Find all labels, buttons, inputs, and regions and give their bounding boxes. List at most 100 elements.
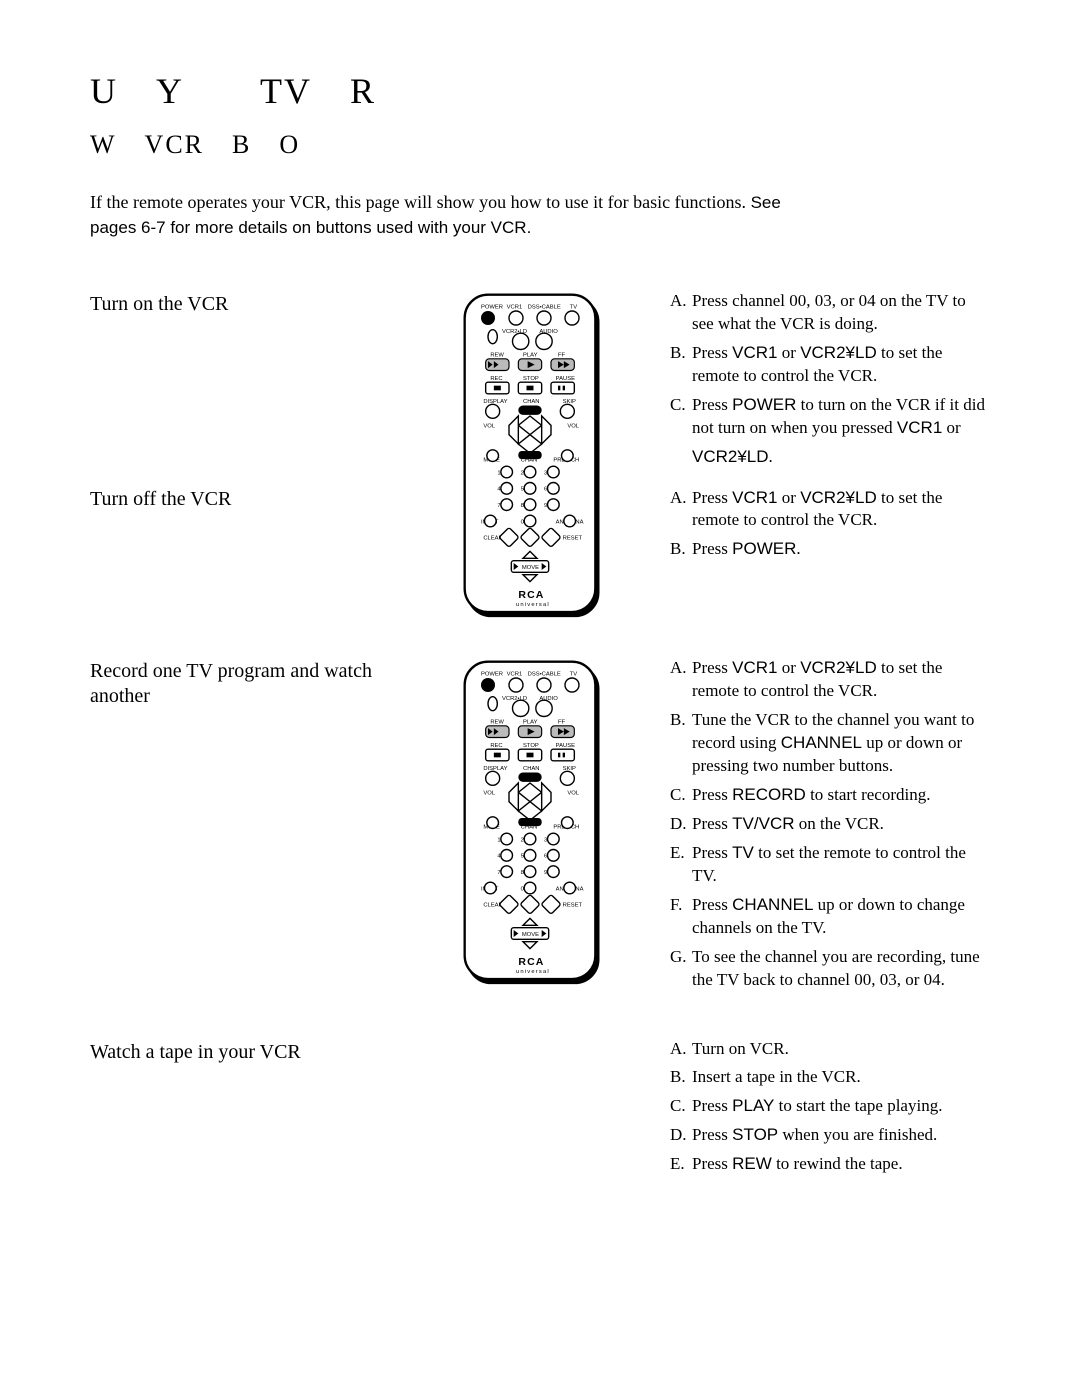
svg-text:RCA: RCA (518, 957, 544, 968)
svg-text:9: 9 (544, 503, 547, 509)
step: C.Press POWER to turn on the VCR if it d… (670, 394, 990, 440)
remote-illustration-1: POWER VCR1 DSS•CABLE TV VCR2•LD AUDIO RE… (410, 290, 650, 617)
svg-text:TV: TV (570, 305, 578, 311)
svg-text:RCA: RCA (518, 590, 544, 601)
step-text: Insert a tape in the VCR. (692, 1066, 990, 1089)
step: VCR2¥LD. (670, 446, 990, 469)
svg-text:VOL: VOL (483, 424, 495, 430)
step-letter: C. (670, 784, 692, 807)
svg-text:REC: REC (490, 743, 502, 749)
svg-text:CHAN: CHAN (523, 767, 540, 773)
svg-text:5: 5 (521, 854, 524, 860)
steps-turn-off: A.Press VCR1 or VCR2¥LD to set the remot… (670, 487, 990, 568)
step: F.Press CHANNEL up or down to change cha… (670, 894, 990, 940)
keyword: POWER (732, 395, 796, 414)
step-text: Press VCR1 or VCR2¥LD to set the remote … (692, 342, 990, 388)
step: E.Press TV to set the remote to control … (670, 842, 990, 888)
svg-text:FF: FF (558, 352, 566, 358)
remote-illustration-2: POWER VCR1 DSS•CABLE TV VCR2•LDAUDIO REW… (410, 657, 650, 984)
remote-svg-2: POWER VCR1 DSS•CABLE TV VCR2•LDAUDIO REW… (460, 657, 600, 984)
svg-text:9: 9 (544, 870, 547, 876)
keyword: VCR2¥LD (800, 488, 877, 507)
step-letter: A. (670, 487, 692, 533)
step-text: Press VCR1 or VCR2¥LD to set the remote … (692, 487, 990, 533)
svg-text:STOP: STOP (523, 376, 539, 382)
page-title: U Y TV R (90, 70, 990, 112)
step-text: Press PLAY to start the tape playing. (692, 1095, 990, 1118)
keyword: RECORD (732, 785, 806, 804)
svg-text:REC: REC (490, 376, 502, 382)
svg-text:1: 1 (497, 838, 500, 844)
keyword: POWER (732, 539, 796, 558)
step: A.Press VCR1 or VCR2¥LD to set the remot… (670, 487, 990, 533)
step-text: Turn on VCR. (692, 1038, 990, 1061)
svg-text:RESET: RESET (563, 903, 583, 909)
svg-text:VOL: VOL (483, 791, 495, 797)
step-letter: B. (670, 538, 692, 561)
step-letter: D. (670, 813, 692, 836)
step-text: Press RECORD to start recording. (692, 784, 990, 807)
step-text: VCR2¥LD. (692, 446, 990, 469)
svg-text:CHAN: CHAN (523, 399, 540, 405)
steps-watch: A.Turn on VCR. B.Insert a tape in the VCR… (670, 1038, 990, 1183)
svg-text:FF: FF (558, 720, 566, 726)
step-letter: G. (670, 946, 692, 992)
step: C.Press PLAY to start the tape playing. (670, 1095, 990, 1118)
step-text: Press CHANNEL up or down to change chann… (692, 894, 990, 940)
svg-text:universal: universal (516, 970, 550, 976)
page-subtitle: W VCR B O (90, 130, 990, 160)
step-letter: C. (670, 394, 692, 440)
row-record: Record one TV program and watch another … (90, 657, 990, 997)
svg-text:3: 3 (544, 470, 547, 476)
step-text: To see the channel you are recording, tu… (692, 946, 990, 992)
keyword: CHANNEL (732, 895, 813, 914)
step: G.To see the channel you are recording, … (670, 946, 990, 992)
step: D.Press STOP when you are finished. (670, 1124, 990, 1147)
step-letter (670, 446, 692, 469)
keyword: VCR1 (897, 418, 942, 437)
step-letter: F. (670, 894, 692, 940)
step-letter: E. (670, 1153, 692, 1176)
step: A.Press VCR1 or VCR2¥LD to set the remot… (670, 657, 990, 703)
step: C.Press RECORD to start recording. (670, 784, 990, 807)
step: B.Tune the VCR to the channel you want t… (670, 709, 990, 778)
steps-record: A.Press VCR1 or VCR2¥LD to set the remot… (670, 657, 990, 997)
keyword: VCR1 (732, 343, 777, 362)
svg-text:7: 7 (497, 503, 500, 509)
keyword: TV (732, 843, 754, 862)
svg-text:VOL: VOL (567, 791, 579, 797)
step-text: Press VCR1 or VCR2¥LD to set the remote … (692, 657, 990, 703)
step: E.Press REW to rewind the tape. (670, 1153, 990, 1176)
task-label-watch: Watch a tape in your VCR (90, 1038, 390, 1065)
svg-text:universal: universal (516, 602, 550, 608)
row-watch: Watch a tape in your VCR A.Turn on VCR. B… (90, 1038, 990, 1183)
step-letter: B. (670, 342, 692, 388)
step-text: Press REW to rewind the tape. (692, 1153, 990, 1176)
svg-text:TV: TV (570, 672, 578, 678)
keyword: VCR1 (732, 658, 777, 677)
svg-text:DSS•CABLE: DSS•CABLE (528, 305, 561, 311)
step-text: Press POWER. (692, 538, 990, 561)
keyword: TV/VCR (732, 814, 794, 833)
svg-text:5: 5 (521, 487, 524, 493)
svg-text:STOP: STOP (523, 743, 539, 749)
step: B.Insert a tape in the VCR. (670, 1066, 990, 1089)
keyword: PLAY (732, 1096, 774, 1115)
svg-text:PAUSE: PAUSE (556, 376, 575, 382)
svg-text:VCR1: VCR1 (507, 305, 523, 311)
task-label-turn-off: Turn off the VCR (90, 487, 390, 512)
svg-text:MOVE: MOVE (522, 932, 539, 938)
svg-text:PLAY: PLAY (523, 352, 538, 358)
svg-text:7: 7 (497, 870, 500, 876)
svg-text:2: 2 (521, 838, 524, 844)
step-text: Press POWER to turn on the VCR if it did… (692, 394, 990, 440)
step-text: Press TV/VCR on the VCR. (692, 813, 990, 836)
step-text: Press STOP when you are finished. (692, 1124, 990, 1147)
task-label-turn-on: Turn on the VCR (90, 290, 390, 317)
svg-text:VCR1: VCR1 (507, 672, 523, 678)
step: D.Press TV/VCR on the VCR. (670, 813, 990, 836)
svg-text:MOVE: MOVE (522, 565, 539, 571)
step-text: Tune the VCR to the channel you want to … (692, 709, 990, 778)
step: A.Turn on VCR. (670, 1038, 990, 1061)
intro-paragraph: If the remote operates your VCR, this pa… (90, 190, 790, 240)
